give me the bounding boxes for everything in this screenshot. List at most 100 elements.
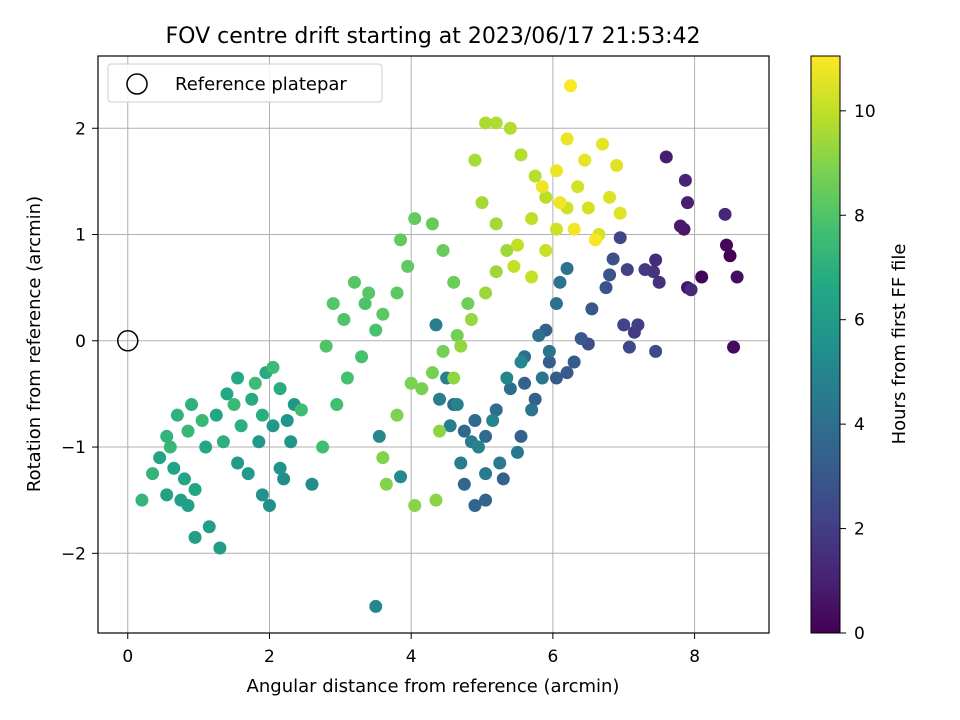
data-point: [216, 435, 230, 449]
data-point: [525, 270, 539, 284]
data-point: [514, 148, 528, 162]
data-point: [433, 392, 447, 406]
data-point: [347, 275, 361, 289]
data-point: [167, 461, 181, 475]
data-point: [493, 456, 507, 470]
legend-entry-reference: Reference platepar: [175, 74, 347, 95]
data-point: [468, 153, 482, 167]
chart-title: FOV centre drift starting at 2023/06/17 …: [166, 24, 701, 49]
data-point: [185, 398, 199, 412]
data-point: [564, 79, 578, 93]
legend-marker-circle: [126, 73, 148, 95]
data-point: [553, 196, 567, 210]
data-point: [146, 467, 160, 481]
data-point: [652, 275, 666, 289]
data-point: [220, 387, 234, 401]
data-point: [496, 472, 510, 486]
data-point: [245, 392, 259, 406]
grid: [98, 56, 769, 633]
data-point: [454, 339, 468, 353]
data-point: [160, 429, 174, 443]
data-point: [606, 252, 620, 266]
data-point: [489, 265, 503, 279]
data-point: [500, 371, 514, 385]
data-point: [248, 376, 262, 390]
data-point: [525, 212, 539, 226]
data-point: [135, 493, 149, 507]
data-point: [450, 398, 464, 412]
data-point: [294, 403, 308, 417]
data-point: [340, 371, 354, 385]
colorbar-tick-label: 6: [854, 311, 865, 331]
colorbar-tick-label: 2: [854, 520, 865, 540]
data-point: [610, 158, 624, 172]
x-tick-label: 8: [689, 647, 700, 667]
data-point: [160, 488, 174, 502]
data-point: [603, 190, 617, 204]
data-point: [213, 541, 227, 555]
data-point: [429, 493, 443, 507]
data-point: [170, 408, 184, 422]
data-point: [549, 371, 563, 385]
x-tick-label: 2: [264, 647, 275, 667]
data-point: [518, 376, 532, 390]
data-point: [535, 371, 549, 385]
data-point: [620, 263, 634, 277]
colorbar-tick-label: 0: [854, 624, 865, 644]
y-tick-label: 0: [75, 332, 86, 352]
colorbar: 0 2 4 6 8 10 Hours from first FF file: [810, 55, 910, 644]
data-point: [188, 530, 202, 544]
data-point: [638, 263, 652, 277]
colorbar-tick-label: 4: [854, 415, 865, 435]
data-point: [394, 470, 408, 484]
data-point: [305, 477, 319, 491]
data-point: [535, 180, 549, 194]
data-point: [209, 408, 223, 422]
data-point: [510, 238, 524, 252]
data-point: [408, 212, 422, 226]
data-point: [454, 456, 468, 470]
data-point: [447, 275, 461, 289]
data-point: [457, 477, 471, 491]
data-point: [188, 483, 202, 497]
data-point: [631, 318, 645, 332]
data-point: [489, 403, 503, 417]
data-point: [528, 169, 542, 183]
data-point: [681, 196, 695, 210]
data-point: [181, 424, 195, 438]
data-point: [241, 467, 255, 481]
data-point: [649, 253, 663, 267]
colorbar-ticks: 0 2 4 6 8 10: [840, 102, 876, 644]
x-ticks: 0 2 4 6 8: [122, 633, 700, 667]
data-point: [177, 472, 191, 486]
data-point: [549, 297, 563, 311]
data-point: [479, 467, 493, 481]
data-point: [613, 206, 627, 220]
data-point: [266, 360, 280, 374]
data-point: [578, 153, 592, 167]
data-point: [372, 429, 386, 443]
data-point: [539, 243, 553, 257]
data-point: [613, 231, 627, 245]
data-point: [659, 150, 673, 164]
data-point: [326, 297, 340, 311]
data-point: [673, 219, 687, 233]
data-point: [503, 121, 517, 135]
data-point: [277, 472, 291, 486]
data-point: [252, 435, 266, 449]
data-point: [401, 259, 415, 273]
data-point: [429, 318, 443, 332]
data-point: [255, 488, 269, 502]
data-point: [560, 132, 574, 146]
data-point: [500, 243, 514, 257]
data-point: [436, 344, 450, 358]
data-point: [475, 196, 489, 210]
data-point: [528, 392, 542, 406]
data-point: [234, 419, 248, 433]
y-tick-label: 2: [75, 119, 86, 139]
data-point: [649, 344, 663, 358]
data-point: [425, 217, 439, 231]
data-point: [376, 307, 390, 321]
colorbar-tick-label: 10: [854, 102, 876, 122]
